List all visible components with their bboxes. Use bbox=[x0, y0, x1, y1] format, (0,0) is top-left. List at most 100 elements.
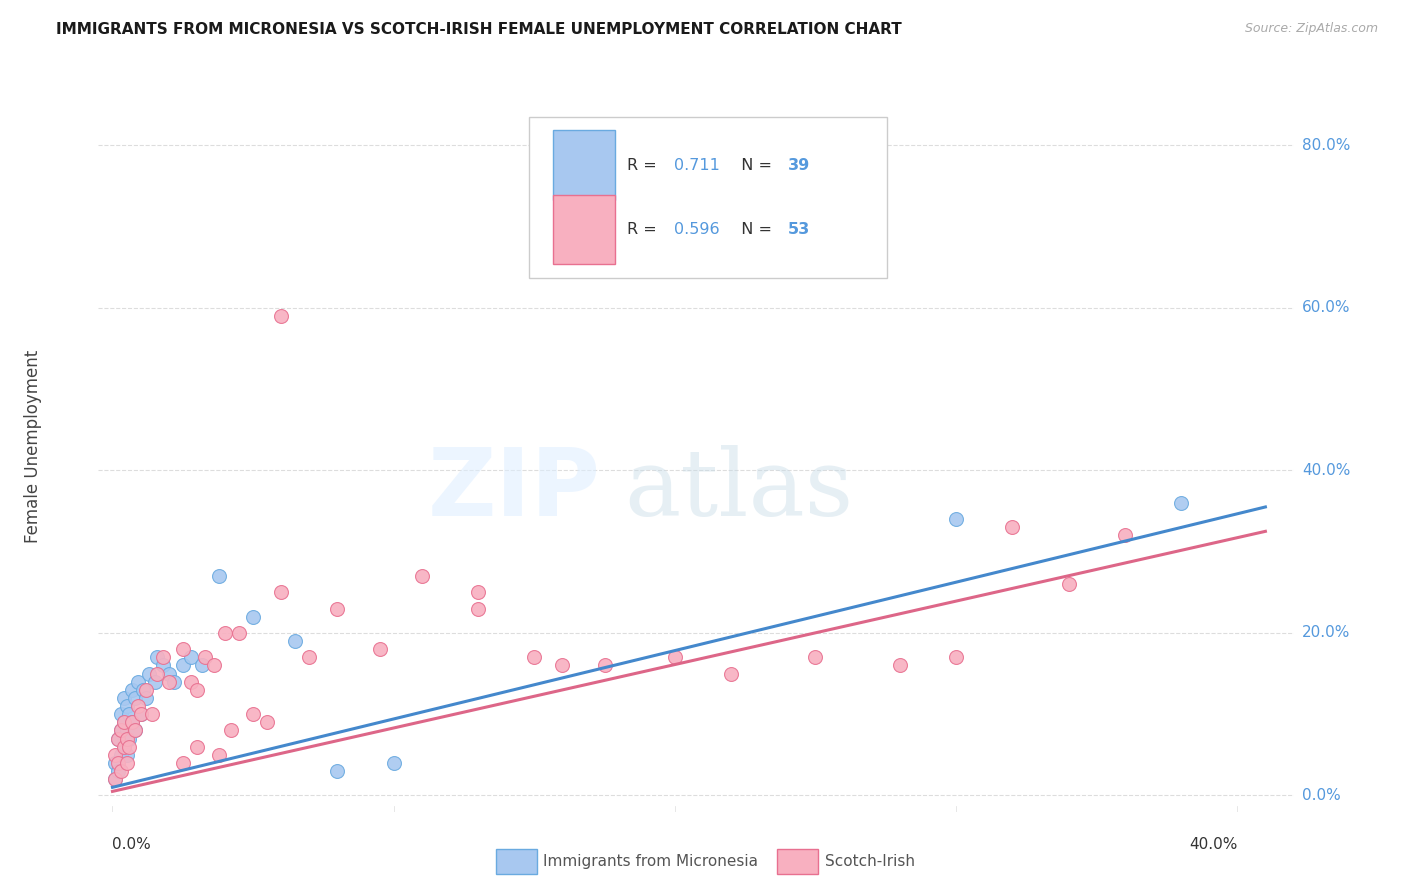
Point bbox=[132, 682, 155, 697]
Point bbox=[110, 707, 132, 722]
Text: IMMIGRANTS FROM MICRONESIA VS SCOTCH-IRISH FEMALE UNEMPLOYMENT CORRELATION CHART: IMMIGRANTS FROM MICRONESIA VS SCOTCH-IRI… bbox=[56, 22, 903, 37]
Point bbox=[202, 658, 225, 673]
Point bbox=[118, 739, 141, 754]
Point bbox=[112, 715, 135, 730]
Point bbox=[242, 707, 264, 722]
FancyBboxPatch shape bbox=[496, 849, 537, 874]
Point bbox=[107, 756, 129, 770]
Text: atlas: atlas bbox=[624, 445, 853, 535]
Text: 40.0%: 40.0% bbox=[1302, 463, 1350, 478]
Point bbox=[172, 658, 194, 673]
FancyBboxPatch shape bbox=[553, 130, 614, 200]
Point bbox=[118, 731, 141, 746]
Point bbox=[326, 764, 349, 778]
Point bbox=[326, 601, 349, 615]
Point bbox=[804, 650, 827, 665]
Point bbox=[115, 747, 138, 762]
Point bbox=[115, 731, 138, 746]
Point bbox=[720, 666, 742, 681]
Point bbox=[124, 723, 146, 738]
Text: N =: N = bbox=[731, 158, 776, 173]
Point bbox=[135, 690, 157, 705]
Point bbox=[110, 764, 132, 778]
Point bbox=[112, 739, 135, 754]
Point bbox=[889, 658, 911, 673]
Point bbox=[242, 609, 264, 624]
Point bbox=[186, 682, 208, 697]
Text: 0.0%: 0.0% bbox=[1302, 788, 1340, 803]
Point bbox=[172, 756, 194, 770]
Point bbox=[1001, 520, 1024, 534]
Point bbox=[270, 309, 292, 323]
Text: 0.0%: 0.0% bbox=[112, 837, 152, 852]
Point bbox=[107, 731, 129, 746]
Point bbox=[112, 715, 135, 730]
Point bbox=[208, 569, 231, 583]
Point bbox=[270, 585, 292, 599]
Text: Female Unemployment: Female Unemployment bbox=[24, 350, 42, 542]
Text: 53: 53 bbox=[787, 222, 810, 237]
Point bbox=[163, 674, 186, 689]
Point bbox=[411, 569, 433, 583]
Point bbox=[523, 650, 546, 665]
Point bbox=[180, 674, 202, 689]
Text: R =: R = bbox=[627, 158, 662, 173]
Text: R =: R = bbox=[627, 222, 662, 237]
Point bbox=[135, 682, 157, 697]
Point bbox=[146, 650, 169, 665]
Point bbox=[115, 723, 138, 738]
Point bbox=[104, 747, 127, 762]
Point bbox=[112, 739, 135, 754]
Point bbox=[110, 723, 132, 738]
FancyBboxPatch shape bbox=[529, 117, 887, 277]
Point bbox=[129, 707, 152, 722]
Point bbox=[194, 650, 217, 665]
Point bbox=[191, 658, 214, 673]
Text: 39: 39 bbox=[787, 158, 810, 173]
Point bbox=[382, 756, 405, 770]
Point bbox=[551, 658, 574, 673]
Text: Immigrants from Micronesia: Immigrants from Micronesia bbox=[543, 854, 758, 869]
Text: Scotch-Irish: Scotch-Irish bbox=[825, 854, 915, 869]
Text: 80.0%: 80.0% bbox=[1302, 137, 1350, 153]
Point bbox=[228, 626, 250, 640]
Text: Source: ZipAtlas.com: Source: ZipAtlas.com bbox=[1244, 22, 1378, 36]
Point bbox=[172, 642, 194, 657]
Point bbox=[115, 756, 138, 770]
FancyBboxPatch shape bbox=[553, 194, 614, 264]
Point bbox=[121, 682, 143, 697]
Point bbox=[107, 764, 129, 778]
Point bbox=[121, 715, 143, 730]
Point bbox=[467, 601, 489, 615]
Point bbox=[127, 674, 149, 689]
Point bbox=[110, 747, 132, 762]
Point bbox=[284, 634, 307, 648]
Point bbox=[256, 715, 278, 730]
Point bbox=[121, 715, 143, 730]
Point bbox=[945, 650, 967, 665]
Point bbox=[124, 690, 146, 705]
Point bbox=[593, 658, 616, 673]
Point bbox=[104, 772, 127, 787]
Point bbox=[146, 666, 169, 681]
Point bbox=[467, 585, 489, 599]
Point bbox=[124, 723, 146, 738]
Point bbox=[664, 650, 686, 665]
Point bbox=[129, 707, 152, 722]
Point bbox=[368, 642, 391, 657]
Point bbox=[208, 747, 231, 762]
Text: N =: N = bbox=[731, 222, 776, 237]
FancyBboxPatch shape bbox=[778, 849, 818, 874]
Text: 40.0%: 40.0% bbox=[1189, 837, 1237, 852]
Point bbox=[152, 658, 174, 673]
Point bbox=[214, 626, 236, 640]
Point bbox=[110, 723, 132, 738]
Point bbox=[104, 772, 127, 787]
Point bbox=[118, 707, 141, 722]
Text: 20.0%: 20.0% bbox=[1302, 625, 1350, 640]
Point bbox=[127, 699, 149, 714]
Point bbox=[138, 666, 160, 681]
Point bbox=[152, 650, 174, 665]
Point bbox=[107, 731, 129, 746]
Point bbox=[180, 650, 202, 665]
